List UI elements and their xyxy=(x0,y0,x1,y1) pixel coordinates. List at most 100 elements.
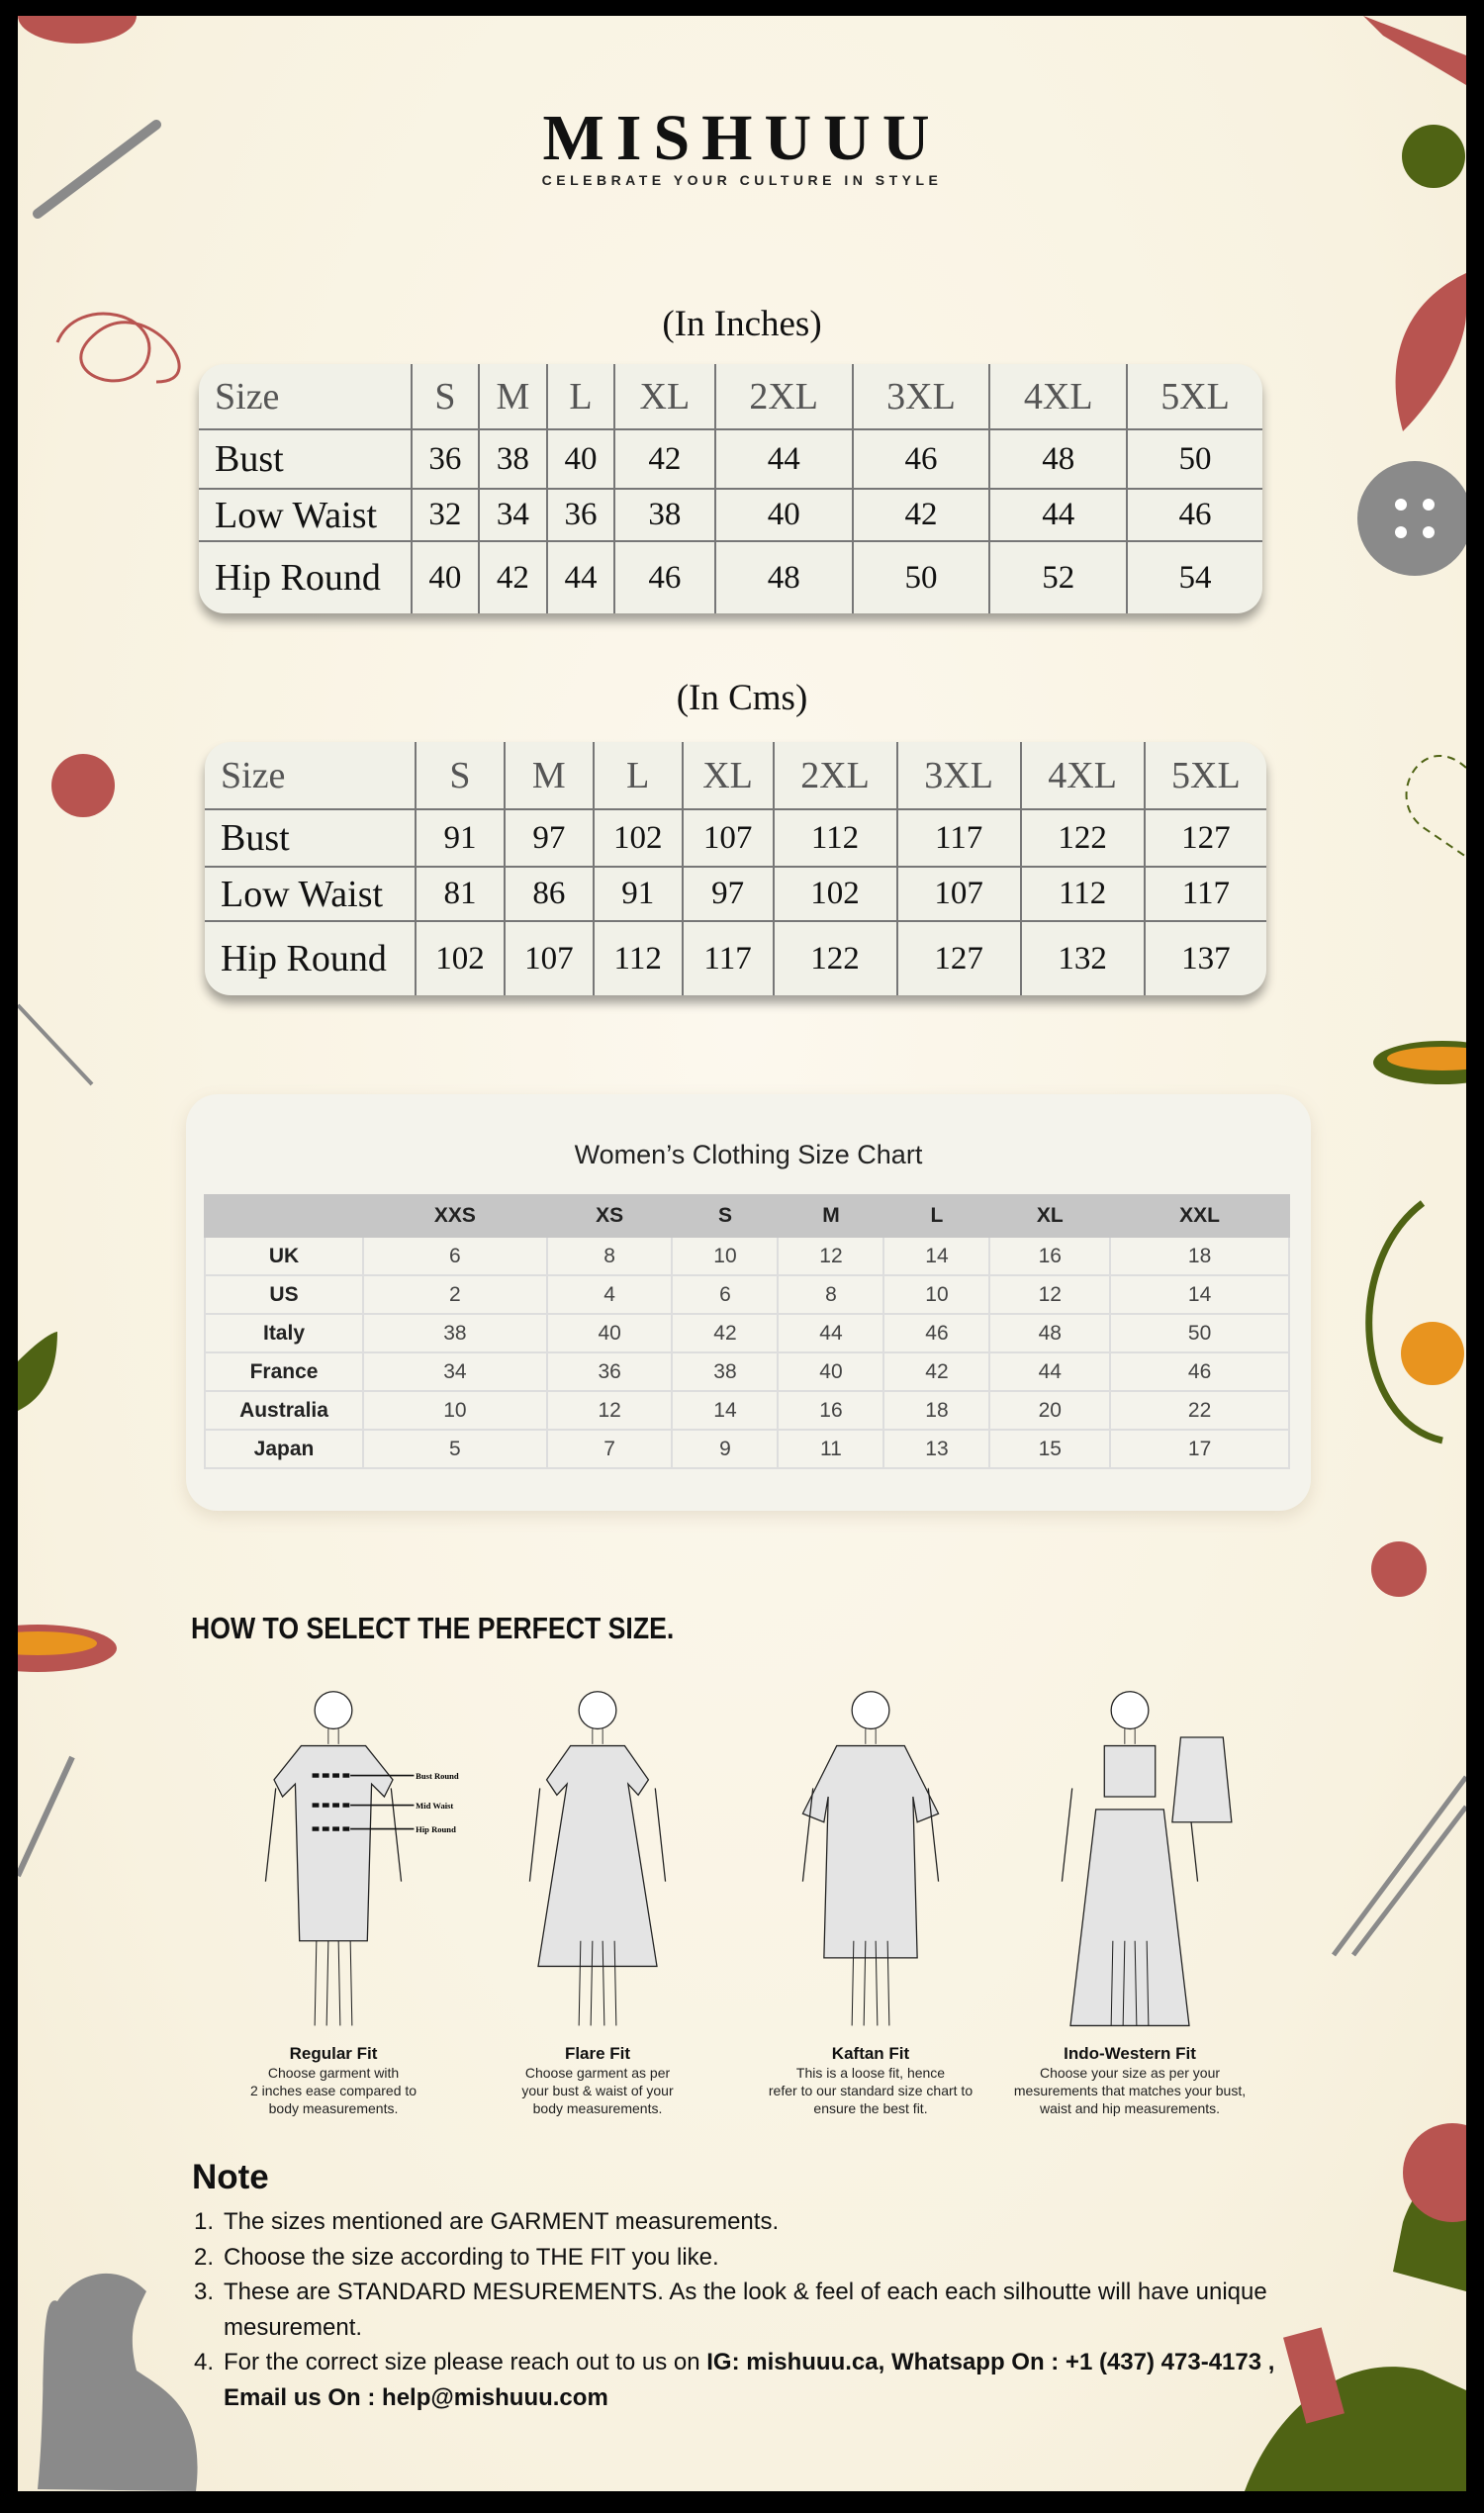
row-label: Australia xyxy=(204,1390,364,1431)
fit-title: Flare Fit xyxy=(564,2044,631,2063)
column-header: S xyxy=(411,364,480,430)
row-label: Italy xyxy=(204,1313,364,1353)
row-label: US xyxy=(204,1274,364,1315)
row-label: Bust xyxy=(205,808,417,868)
table-cell: 127 xyxy=(895,920,1022,995)
thread-loop-icon xyxy=(55,312,181,384)
column-header: XXL xyxy=(1109,1194,1290,1238)
row-label: Hip Round xyxy=(199,540,413,613)
table-cell: 17 xyxy=(1109,1429,1290,1469)
womens-size-chart-card: Women’s Clothing Size Chart XXS XS S M L XL XX… xyxy=(186,1094,1311,1511)
bead-red-icon xyxy=(51,754,115,817)
table-cell: 46 xyxy=(612,540,716,613)
table-cell: 8 xyxy=(777,1274,885,1315)
fit-figure-flare-fit: Flare Fit Choose garment as per your bus… xyxy=(434,1678,761,2117)
column-header: M xyxy=(477,364,549,430)
note-item: 1. The sizes mentioned are GARMENT measu… xyxy=(194,2204,1302,2240)
inches-caption: (In Inches) xyxy=(662,304,822,344)
table-header-row: Size S M L XL 2XL 3XL 4XL 5XL xyxy=(205,742,1266,810)
table-cell: 42 xyxy=(477,540,549,613)
table-cell: 44 xyxy=(546,540,615,613)
table-cell: 16 xyxy=(988,1236,1112,1276)
table-cell: 40 xyxy=(713,488,854,542)
table-cell: 112 xyxy=(592,920,684,995)
table-cell: 46 xyxy=(1126,488,1262,542)
table-cell: 122 xyxy=(772,920,898,995)
table-cell: 50 xyxy=(1126,428,1262,490)
needle-icon xyxy=(33,120,161,219)
fit-description: This is a loose fit, hence refer to our … xyxy=(768,2065,974,2116)
scissors-blade-icon xyxy=(1363,16,1466,85)
table-cell: 20 xyxy=(988,1390,1112,1431)
dress-silhouette-icon: Bust Round Mid Waist Hip Round xyxy=(264,1691,459,2026)
table-cell: 16 xyxy=(777,1390,885,1431)
table-cell: 12 xyxy=(988,1274,1112,1315)
table-cell: 13 xyxy=(882,1429,991,1469)
table-cell: 102 xyxy=(415,920,506,995)
note-list: 1. The sizes mentioned are GARMENT measu… xyxy=(194,2204,1302,2415)
note-text: Choose the size according to THE FIT you… xyxy=(224,2243,719,2271)
column-header: L xyxy=(882,1194,991,1238)
note-number: 4. xyxy=(194,2349,215,2375)
column-header: XS xyxy=(545,1194,674,1238)
contact-info: IG: mishuuu.ca, Whatsapp On : +1 (437) 4… xyxy=(224,2349,1275,2411)
sewing-decorations xyxy=(18,16,1466,2491)
table-cell: 48 xyxy=(988,1313,1112,1353)
dashed-heart-icon xyxy=(1405,754,1466,858)
bead-orange-icon xyxy=(1401,1322,1464,1385)
table-cell: 12 xyxy=(545,1390,674,1431)
table-cell: 6 xyxy=(362,1236,548,1276)
table-cell: 4 xyxy=(545,1274,674,1315)
column-header: S xyxy=(415,742,506,810)
note-text: These are STANDARD MESUREMENTS. As the l… xyxy=(224,2279,1267,2341)
table-cell: 44 xyxy=(988,1351,1112,1392)
dress-silhouette-icon xyxy=(1061,1691,1233,2027)
measure-label: Bust Round xyxy=(416,1771,459,1781)
table-row: Low Waist 81 86 91 97 102 107 112 117 xyxy=(205,866,1266,922)
table-row: Japan 5 7 9 11 13 15 17 xyxy=(204,1429,1290,1469)
table-cell: 11 xyxy=(777,1429,885,1469)
table-cell: 18 xyxy=(882,1390,991,1431)
table-row: Hip Round 40 42 44 46 48 50 52 54 xyxy=(199,540,1262,613)
row-label: Low Waist xyxy=(199,488,413,542)
table-cell: 132 xyxy=(1019,920,1146,995)
table-cell: 44 xyxy=(988,488,1129,542)
column-header: Size xyxy=(205,742,417,810)
table-row: Australia 10 12 14 16 18 20 22 xyxy=(204,1390,1290,1431)
table-cell: 40 xyxy=(777,1351,885,1392)
column-header: 2XL xyxy=(772,742,898,810)
table-cell: 10 xyxy=(362,1390,548,1431)
table-header-row: XXS XS S M L XL XXL xyxy=(204,1194,1290,1238)
table-cell: 107 xyxy=(503,920,595,995)
table-cell: 97 xyxy=(503,808,595,868)
fit-figure-regular-fit: Bust Round Mid Waist Hip Round Regular Fit… xyxy=(170,1678,497,2117)
table-cell: 38 xyxy=(671,1351,780,1392)
cms-size-table: Size S M L XL 2XL 3XL 4XL 5XL Bust 91 97 102 107 112 11… xyxy=(205,742,1266,995)
table-cell: 112 xyxy=(1019,866,1146,922)
table-cell: 22 xyxy=(1109,1390,1290,1431)
note-title: Note xyxy=(192,2158,269,2196)
table-cell: 91 xyxy=(415,808,506,868)
fit-description: Choose garment as per your bust & waist … xyxy=(521,2065,674,2116)
table-cell: 50 xyxy=(851,540,991,613)
row-label: Bust xyxy=(199,428,413,490)
note-number: 2. xyxy=(194,2243,215,2271)
table-cell: 46 xyxy=(1109,1351,1290,1392)
thread-green-icon xyxy=(1365,1200,1443,1444)
table-cell: 14 xyxy=(1109,1274,1290,1315)
needle-lower-left-icon xyxy=(18,1755,75,1878)
note-number: 1. xyxy=(194,2208,215,2235)
table-cell: 137 xyxy=(1143,920,1266,995)
table-cell: 6 xyxy=(671,1274,780,1315)
column-header: 4XL xyxy=(988,364,1129,430)
table-cell: 10 xyxy=(882,1274,991,1315)
column-header: S xyxy=(671,1194,780,1238)
table-cell: 5 xyxy=(362,1429,548,1469)
table-cell: 36 xyxy=(545,1351,674,1392)
table-cell: 8 xyxy=(545,1236,674,1276)
table-cell: 48 xyxy=(713,540,854,613)
womens-chart-title: Women’s Clothing Size Chart xyxy=(574,1140,923,1169)
table-cell: 112 xyxy=(772,808,898,868)
table-header-row: Size S M L XL 2XL 3XL 4XL 5XL xyxy=(199,364,1262,430)
table-cell: 32 xyxy=(411,488,480,542)
